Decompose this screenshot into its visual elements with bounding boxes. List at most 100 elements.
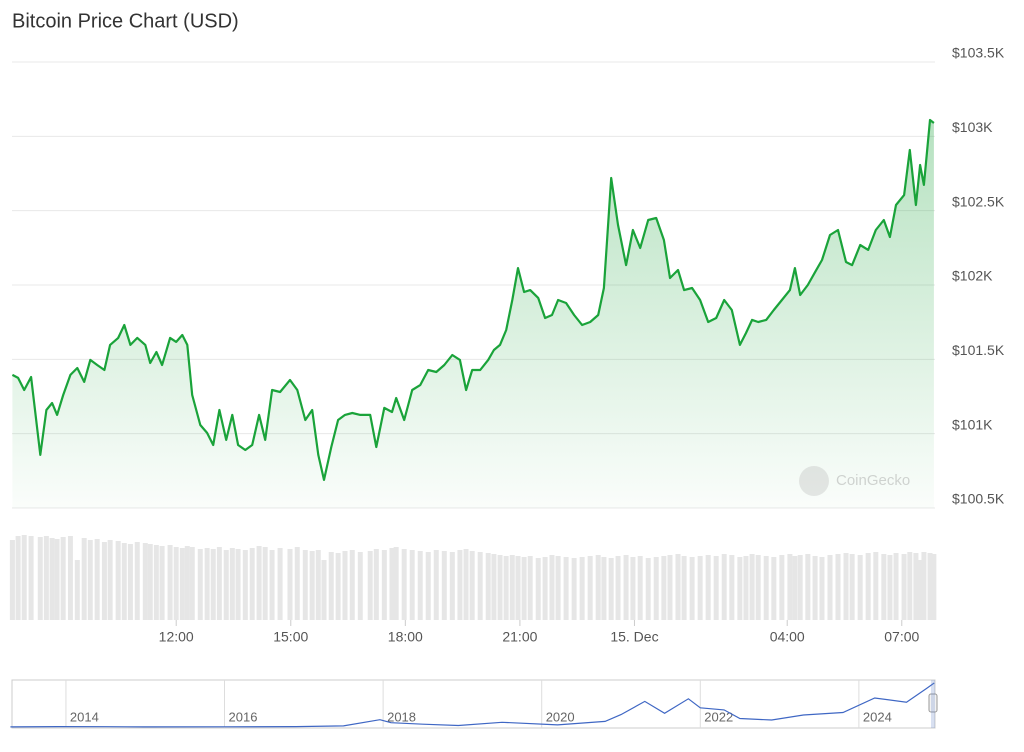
- volume-bar: [755, 555, 761, 620]
- volume-bar: [315, 550, 321, 620]
- volume-bar: [197, 549, 203, 620]
- volume-bar: [857, 555, 863, 620]
- volume-bar: [907, 552, 913, 620]
- volume-bar: [645, 558, 651, 620]
- volume-bar: [49, 538, 55, 620]
- y-tick-label: $102.5K: [952, 193, 1005, 209]
- volume-bar: [67, 536, 73, 620]
- x-tick-label: 18:00: [388, 629, 423, 645]
- volume-bar: [87, 540, 93, 620]
- volume-bar: [302, 550, 308, 620]
- volume-bar: [28, 536, 34, 620]
- volume-bar: [571, 558, 577, 620]
- volume-bar: [737, 557, 743, 620]
- volume-bar: [713, 556, 719, 620]
- volume-bar: [249, 548, 255, 620]
- volume-bar: [159, 546, 165, 620]
- volume-bar: [142, 543, 148, 620]
- navigator-frame: [11, 679, 936, 729]
- volume-bar: [743, 556, 749, 620]
- volume-bar: [43, 536, 49, 620]
- watermark: CoinGecko: [799, 466, 910, 496]
- watermark-text: CoinGecko: [836, 472, 910, 489]
- volume-bar: [37, 537, 43, 620]
- volume-bar: [555, 556, 561, 620]
- volume-bar: [242, 550, 248, 620]
- volume-bar: [881, 554, 887, 620]
- y-tick-label: $101.5K: [952, 342, 1005, 358]
- x-tick-label: 21:00: [502, 629, 537, 645]
- volume-bar: [389, 548, 395, 620]
- volume-bar: [497, 555, 503, 620]
- volume-bar: [294, 547, 300, 620]
- volume-bar: [865, 553, 871, 620]
- volume-bar: [503, 556, 509, 620]
- volume-bar: [189, 547, 195, 620]
- volume-bar: [835, 554, 841, 620]
- volume-bar: [309, 551, 315, 620]
- volume-bar: [893, 553, 899, 620]
- x-tick-label: 15. Dec: [610, 629, 658, 645]
- volume-bar: [121, 543, 127, 620]
- volume-bar: [805, 554, 811, 620]
- volume-bar: [381, 550, 387, 620]
- volume-bar: [587, 556, 593, 620]
- volume-bar: [94, 539, 100, 620]
- navigator-handle[interactable]: [928, 693, 938, 713]
- volume-bar: [763, 556, 769, 620]
- volume-bar: [167, 545, 173, 620]
- volume-bar: [469, 551, 475, 620]
- volume-bar: [527, 556, 533, 620]
- volume-bar: [721, 554, 727, 620]
- y-tick-label: $103K: [952, 119, 993, 135]
- volume-bar: [373, 549, 379, 620]
- navigator-tick-label: 2022: [704, 709, 733, 724]
- volume-bar: [477, 552, 483, 620]
- volume-bar: [153, 545, 159, 620]
- volume-bar: [653, 557, 659, 620]
- volume-bar: [681, 556, 687, 620]
- volume-bar: [819, 557, 825, 620]
- volume-bar: [107, 540, 113, 620]
- volume-bar: [812, 556, 818, 620]
- volume-bar: [542, 557, 548, 620]
- volume-bar: [913, 553, 919, 620]
- volume-bar: [433, 550, 439, 620]
- y-tick-label: $103.5K: [952, 45, 1005, 61]
- volume-bar: [425, 552, 431, 620]
- volume-bar: [601, 557, 607, 620]
- volume-bar: [563, 557, 569, 620]
- chart-title: Bitcoin Price Chart (USD): [12, 10, 239, 32]
- volume-bar: [321, 560, 327, 620]
- volume-bar: [697, 556, 703, 620]
- volume-bar: [147, 544, 153, 620]
- volume-bar: [441, 551, 447, 620]
- volume-bar: [535, 558, 541, 620]
- volume-bar: [74, 560, 80, 620]
- volume-bar: [60, 537, 66, 620]
- volume-bar: [101, 542, 107, 620]
- volume-bar: [749, 554, 755, 620]
- volume-bar: [608, 558, 614, 620]
- volume-bar: [873, 552, 879, 620]
- volume-bar: [787, 554, 793, 620]
- volume-bar: [134, 542, 140, 620]
- volume-bar: [229, 548, 235, 620]
- volume-bar: [931, 554, 937, 620]
- volume-bar: [521, 557, 527, 620]
- volume-bar: [393, 547, 399, 620]
- volume-bar: [485, 553, 491, 620]
- volume-bar: [927, 553, 933, 620]
- volume-bar: [457, 550, 463, 620]
- volume-bar: [887, 555, 893, 620]
- volume-bar: [81, 538, 87, 620]
- volume-bar: [595, 555, 601, 620]
- volume-bar: [849, 554, 855, 620]
- volume-bar: [262, 547, 268, 620]
- x-tick-label: 04:00: [770, 629, 805, 645]
- volume-bar: [409, 550, 415, 620]
- navigator-tick-label: 2024: [863, 709, 892, 724]
- volume-bar: [921, 552, 927, 620]
- area-fill: [12, 120, 934, 508]
